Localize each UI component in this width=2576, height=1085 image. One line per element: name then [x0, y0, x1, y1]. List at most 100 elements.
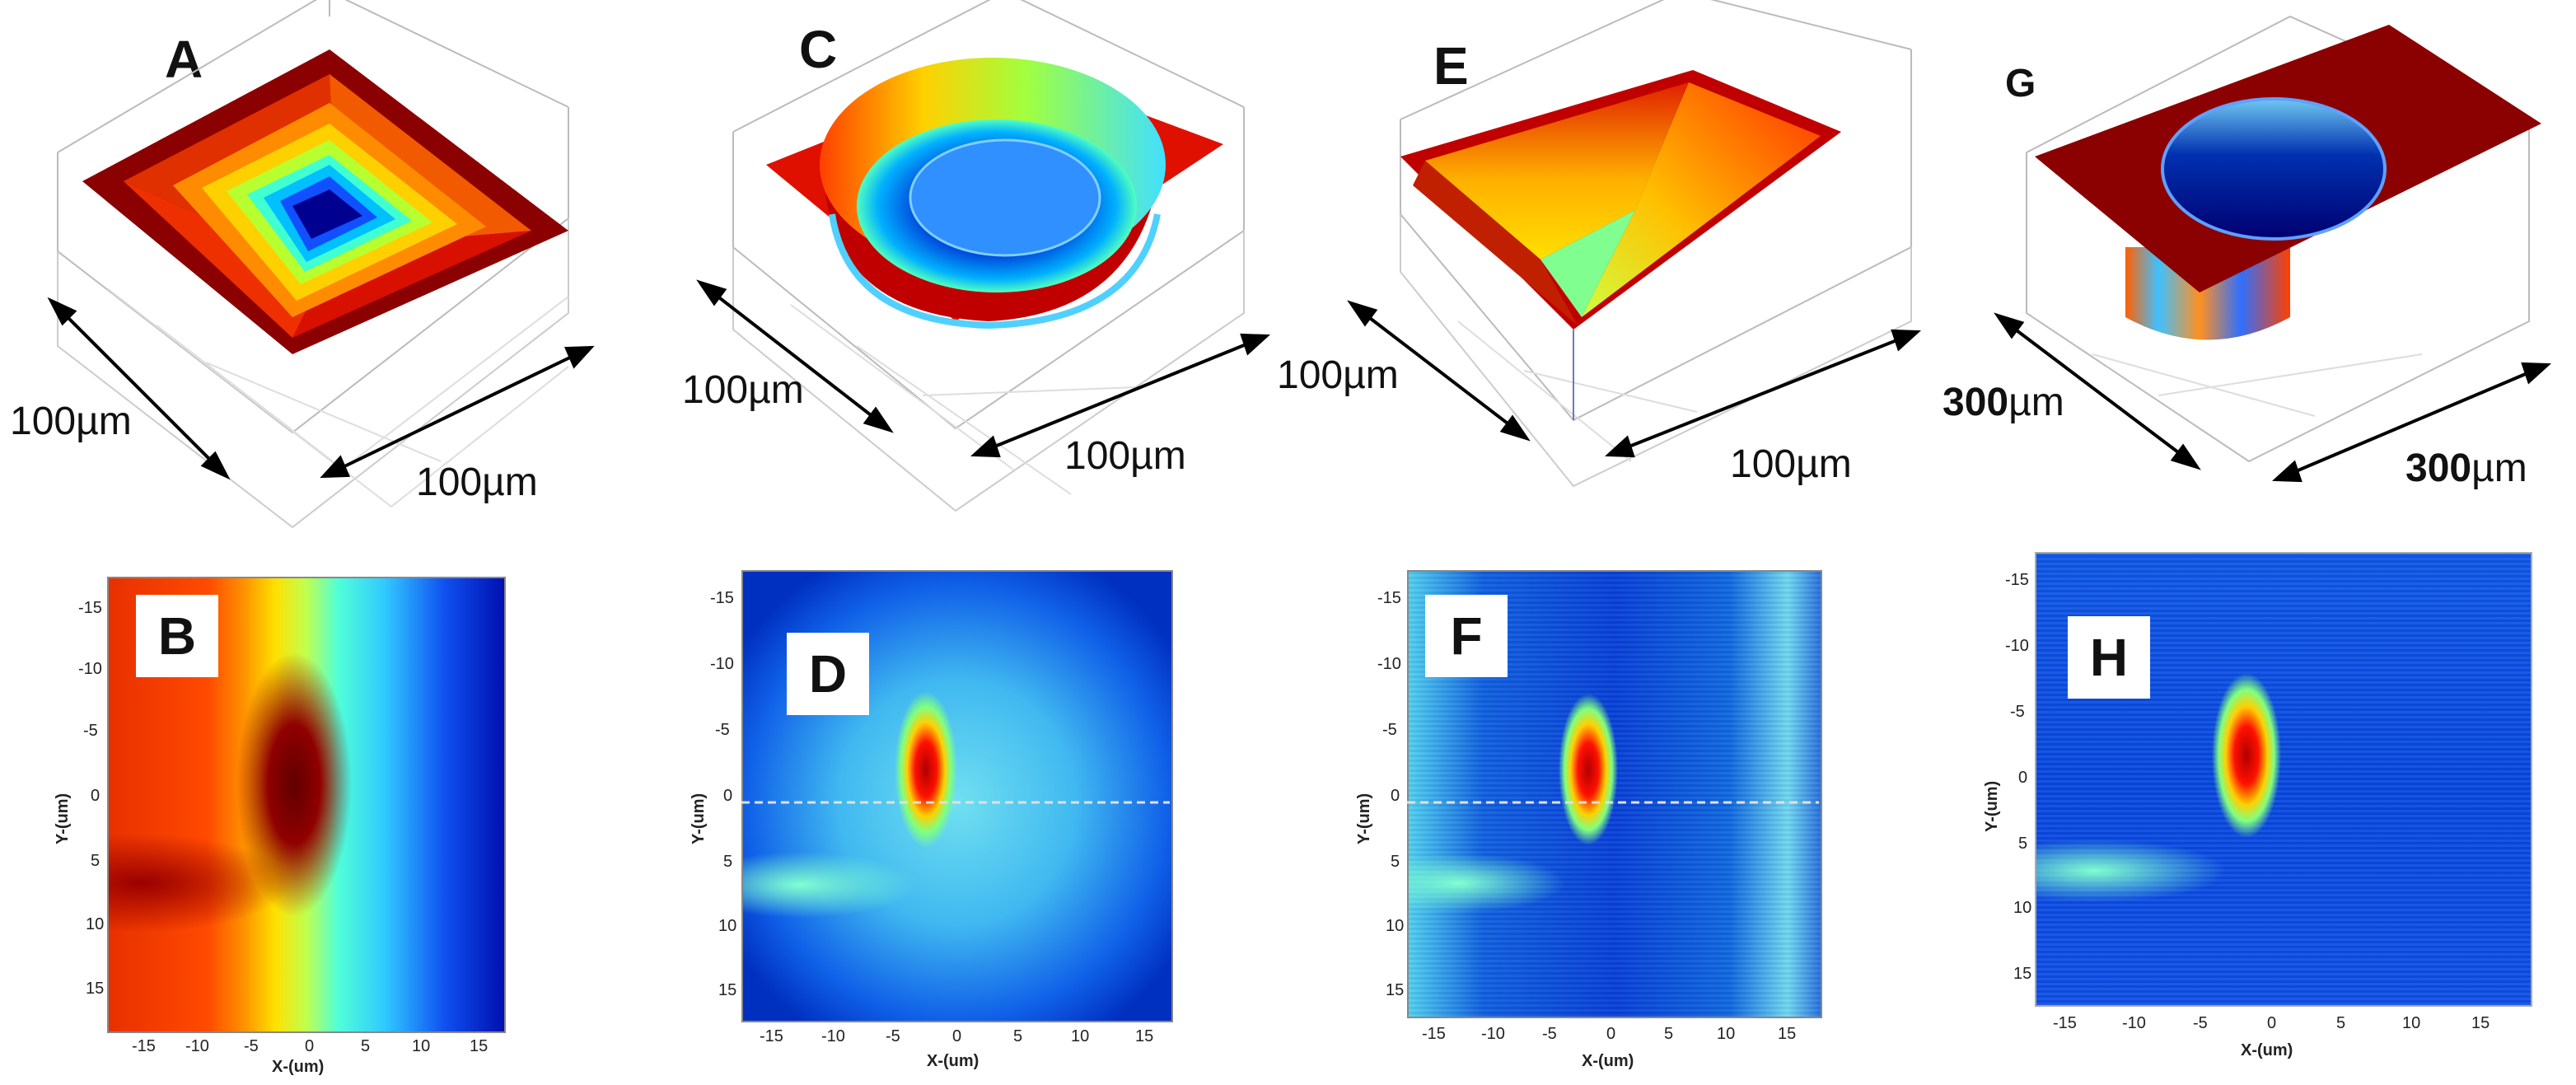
y-tick: 15: [2013, 965, 2032, 983]
x-tick: 15: [470, 1037, 489, 1055]
x-tick: -10: [185, 1037, 209, 1055]
x-tick: -5: [886, 1027, 900, 1045]
surface-plot-e: [1347, 0, 1921, 488]
y-axis-label: Y-(um): [1983, 780, 2001, 832]
x-tick: 0: [952, 1027, 962, 1045]
x-tick: 0: [1606, 1025, 1616, 1043]
x-tick: 0: [305, 1037, 315, 1055]
dimension-unit: µm: [2471, 447, 2527, 490]
y-tick: -15: [2005, 571, 2029, 589]
dimension-label-right: 300µm: [2405, 449, 2527, 489]
x-tick: 0: [2267, 1014, 2277, 1032]
x-tick: -5: [244, 1037, 259, 1055]
x-tick: 10: [2402, 1014, 2421, 1032]
x-tick: 15: [1135, 1027, 1154, 1045]
y-tick: 10: [86, 915, 105, 933]
surface-plot-c: [696, 0, 1270, 512]
y-tick: 5: [2018, 835, 2028, 853]
profile-line: [1407, 801, 1819, 804]
y-tick: 0: [2018, 769, 2028, 787]
y-tick: -5: [715, 721, 730, 739]
panel-label: C: [799, 20, 838, 79]
dimension-label-right: 100µm: [416, 461, 538, 504]
x-tick: -10: [821, 1027, 845, 1045]
surface-face-left: [1413, 161, 1578, 325]
x-tick: -15: [132, 1037, 156, 1055]
x-tick: 5: [361, 1037, 371, 1055]
y-tick: -15: [710, 589, 734, 607]
x-axis-label: X-(um): [927, 1052, 979, 1070]
y-tick: -5: [83, 722, 98, 740]
x-tick: -15: [1422, 1025, 1446, 1043]
x-tick: 15: [1778, 1025, 1797, 1043]
surface-plot-g: [1994, 15, 2551, 483]
dimension-label-left: 300µm: [1943, 383, 2064, 423]
y-axis-label: Y-(um): [690, 793, 708, 844]
panel-b: B -15 -10 -5 0 5 10 15 -15 -10 -5 0 5 10…: [0, 560, 527, 1085]
panel-label: D: [787, 633, 869, 715]
x-tick: -15: [2053, 1014, 2077, 1032]
x-tick: 5: [1664, 1025, 1674, 1043]
dimension-label-right: 100µm: [1064, 434, 1186, 478]
dimension-label-right: 100µm: [1730, 442, 1852, 486]
x-axis-label: X-(um): [1582, 1052, 1634, 1070]
panel-label: F: [1425, 595, 1508, 677]
dimension-unit: µm: [2008, 381, 2064, 424]
panel-c: C: [659, 0, 1285, 527]
surface-plot-a: [47, 0, 595, 529]
y-tick: -10: [1377, 655, 1401, 673]
panel-d: D -15 -10 -5 0 5 10 15 -15 -10 -5 0 5 10…: [651, 560, 1186, 1085]
x-tick: -10: [2122, 1014, 2146, 1032]
x-axis-label: X-(um): [2241, 1041, 2293, 1059]
dimension-label-left: 100µm: [682, 368, 804, 412]
y-tick: 10: [1386, 917, 1405, 935]
x-tick: -5: [1542, 1025, 1557, 1043]
x-tick: -15: [760, 1027, 783, 1045]
y-tick: 10: [718, 917, 737, 935]
x-tick: 15: [2471, 1014, 2490, 1032]
dimension-label-left: 100µm: [10, 400, 132, 443]
y-tick: 5: [91, 852, 101, 870]
profile-line: [741, 801, 1170, 804]
panel-g: G 300µm 300µm: [1928, 0, 2576, 527]
panel-label: G: [2005, 62, 2036, 105]
y-axis-label: Y-(um): [1355, 793, 1373, 844]
x-axis-label: X-(um): [272, 1058, 325, 1076]
x-tick: 5: [2336, 1014, 2346, 1032]
y-tick: 15: [718, 981, 737, 999]
x-tick: -5: [2193, 1014, 2208, 1032]
y-axis-label: Y-(um): [54, 793, 72, 844]
y-tick: -5: [1382, 721, 1397, 739]
dimension-value: 300: [1943, 381, 2009, 424]
y-tick: 0: [723, 787, 733, 805]
panel-label: A: [165, 30, 203, 89]
y-tick: 5: [1391, 853, 1400, 871]
y-tick: -5: [2010, 703, 2025, 721]
cylinder-wall: [824, 157, 1162, 321]
y-tick: 10: [2013, 899, 2032, 917]
panel-h: H -15 -10 -5 0 5 10 15 -15 -10 -5 0 5 10…: [1977, 544, 2554, 1085]
panel-e: E 100µm 100µ: [1269, 0, 1928, 527]
x-tick: 10: [412, 1037, 431, 1055]
panel-label: H: [2068, 616, 2150, 699]
y-tick: -10: [78, 660, 102, 678]
y-tick: -15: [78, 599, 102, 617]
y-tick: 15: [1386, 981, 1405, 999]
dimension-label-left: 100µm: [1277, 353, 1399, 397]
y-tick: 5: [723, 853, 733, 871]
x-tick: 10: [1717, 1025, 1736, 1043]
panel-label: E: [1433, 36, 1469, 96]
surface-face-back: [1425, 82, 1689, 260]
y-tick: -15: [1377, 589, 1401, 607]
y-tick: 0: [1391, 787, 1400, 805]
y-tick: 15: [86, 980, 105, 998]
x-tick: 10: [1071, 1027, 1090, 1045]
x-tick: 5: [1013, 1027, 1023, 1045]
surface-bottom: [1540, 210, 1635, 317]
dimension-value: 300: [2405, 447, 2472, 490]
panel-f: F -15 -10 -5 0 5 10 15 -15 -10 -5 0 5 10…: [1302, 560, 1829, 1085]
panel-a: A: [0, 0, 626, 529]
surface-face-left: [124, 181, 313, 338]
y-tick: -10: [2005, 637, 2029, 655]
surface-face-right: [1582, 82, 1821, 317]
